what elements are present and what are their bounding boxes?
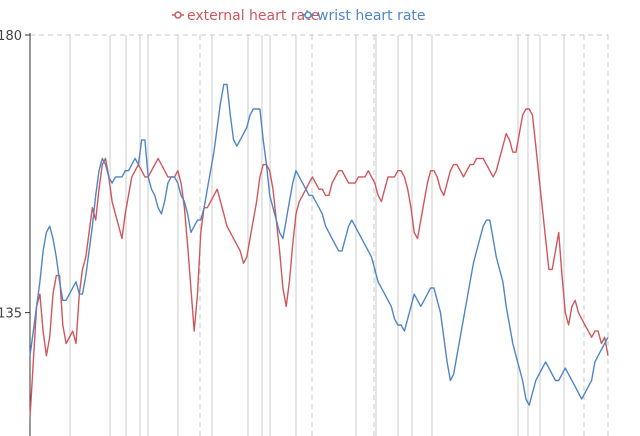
series-line-wrist (29, 83, 609, 406)
legend-marker (174, 11, 182, 19)
y-tick-label: 180 (0, 29, 22, 44)
legend-marker (304, 11, 312, 19)
legend-label: wrist heart rate (317, 8, 426, 24)
series-line-external (29, 108, 609, 418)
y-axis: 180 135 (0, 29, 31, 436)
plot-lines (29, 83, 609, 418)
y-tick-label: 135 (0, 307, 22, 322)
legend-label: external heart rate (187, 8, 319, 24)
